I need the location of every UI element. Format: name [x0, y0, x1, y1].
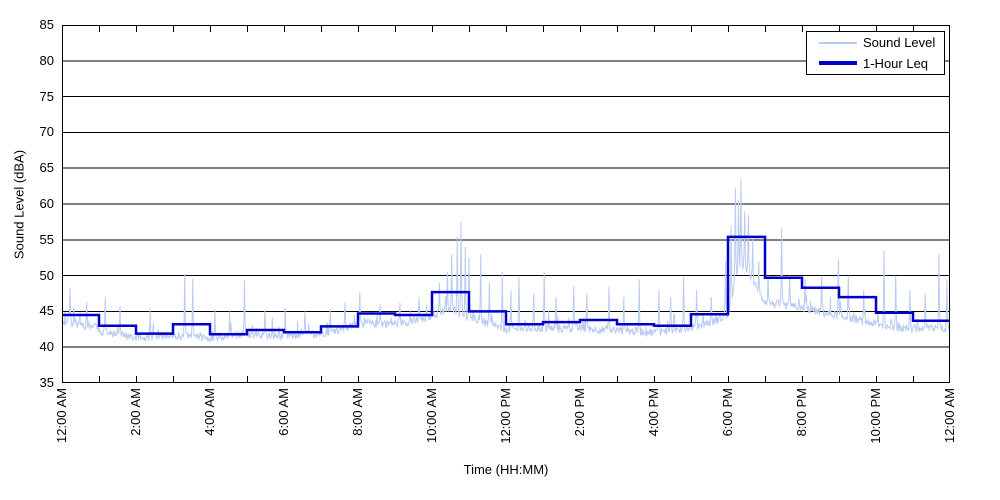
x-tick-label: 12:00 AM — [54, 388, 69, 443]
legend-entry-sound-level: Sound Level — [807, 33, 944, 53]
legend-entry-leq: 1-Hour Leq — [807, 53, 944, 73]
leq-series-line — [62, 235, 950, 336]
legend-label-leq: 1-Hour Leq — [863, 55, 929, 71]
x-tick-label: 8:00 PM — [794, 388, 809, 437]
x-tick-label: 2:00 PM — [572, 388, 587, 437]
y-tick-label: 75 — [39, 88, 54, 104]
x-tick-label: 2:00 AM — [128, 388, 143, 436]
sound-level-series-line — [61, 178, 951, 344]
y-tick-label: 65 — [39, 160, 54, 176]
legend-label-sound-level: Sound Level — [863, 35, 936, 51]
y-tick-label: 50 — [39, 267, 54, 283]
y-tick-label: 55 — [39, 231, 54, 247]
x-tick-label: 12:00 PM — [498, 388, 513, 444]
x-tick-label: 8:00 AM — [350, 388, 365, 436]
x-tick-label: 4:00 AM — [202, 388, 217, 436]
y-tick-label: 70 — [39, 124, 54, 140]
x-tick-label: 12:00 AM — [942, 388, 957, 443]
plot-border — [62, 25, 950, 383]
legend: Sound Level 1-Hour Leq — [806, 31, 945, 75]
sound-level-line-icon — [819, 41, 857, 44]
y-tick-label: 85 — [39, 17, 54, 32]
plot-area — [61, 25, 951, 383]
x-tick-label: 10:00 AM — [424, 388, 439, 443]
leq-line-icon — [819, 61, 857, 66]
x-tick-label: 6:00 AM — [276, 388, 291, 436]
y-tick-label: 60 — [39, 196, 54, 211]
y-tick-label: 35 — [39, 375, 54, 390]
y-tick-label: 40 — [39, 339, 54, 355]
x-tick-label: 10:00 PM — [868, 388, 883, 444]
x-axis-title: Time (HH:MM) — [463, 462, 549, 477]
x-tick-label: 6:00 PM — [720, 388, 735, 437]
y-axis-title: Sound Level (dBA) — [11, 149, 27, 260]
x-tick-label: 4:00 PM — [646, 388, 661, 437]
y-tick-label: 45 — [39, 303, 54, 319]
y-tick-label: 80 — [39, 52, 54, 68]
